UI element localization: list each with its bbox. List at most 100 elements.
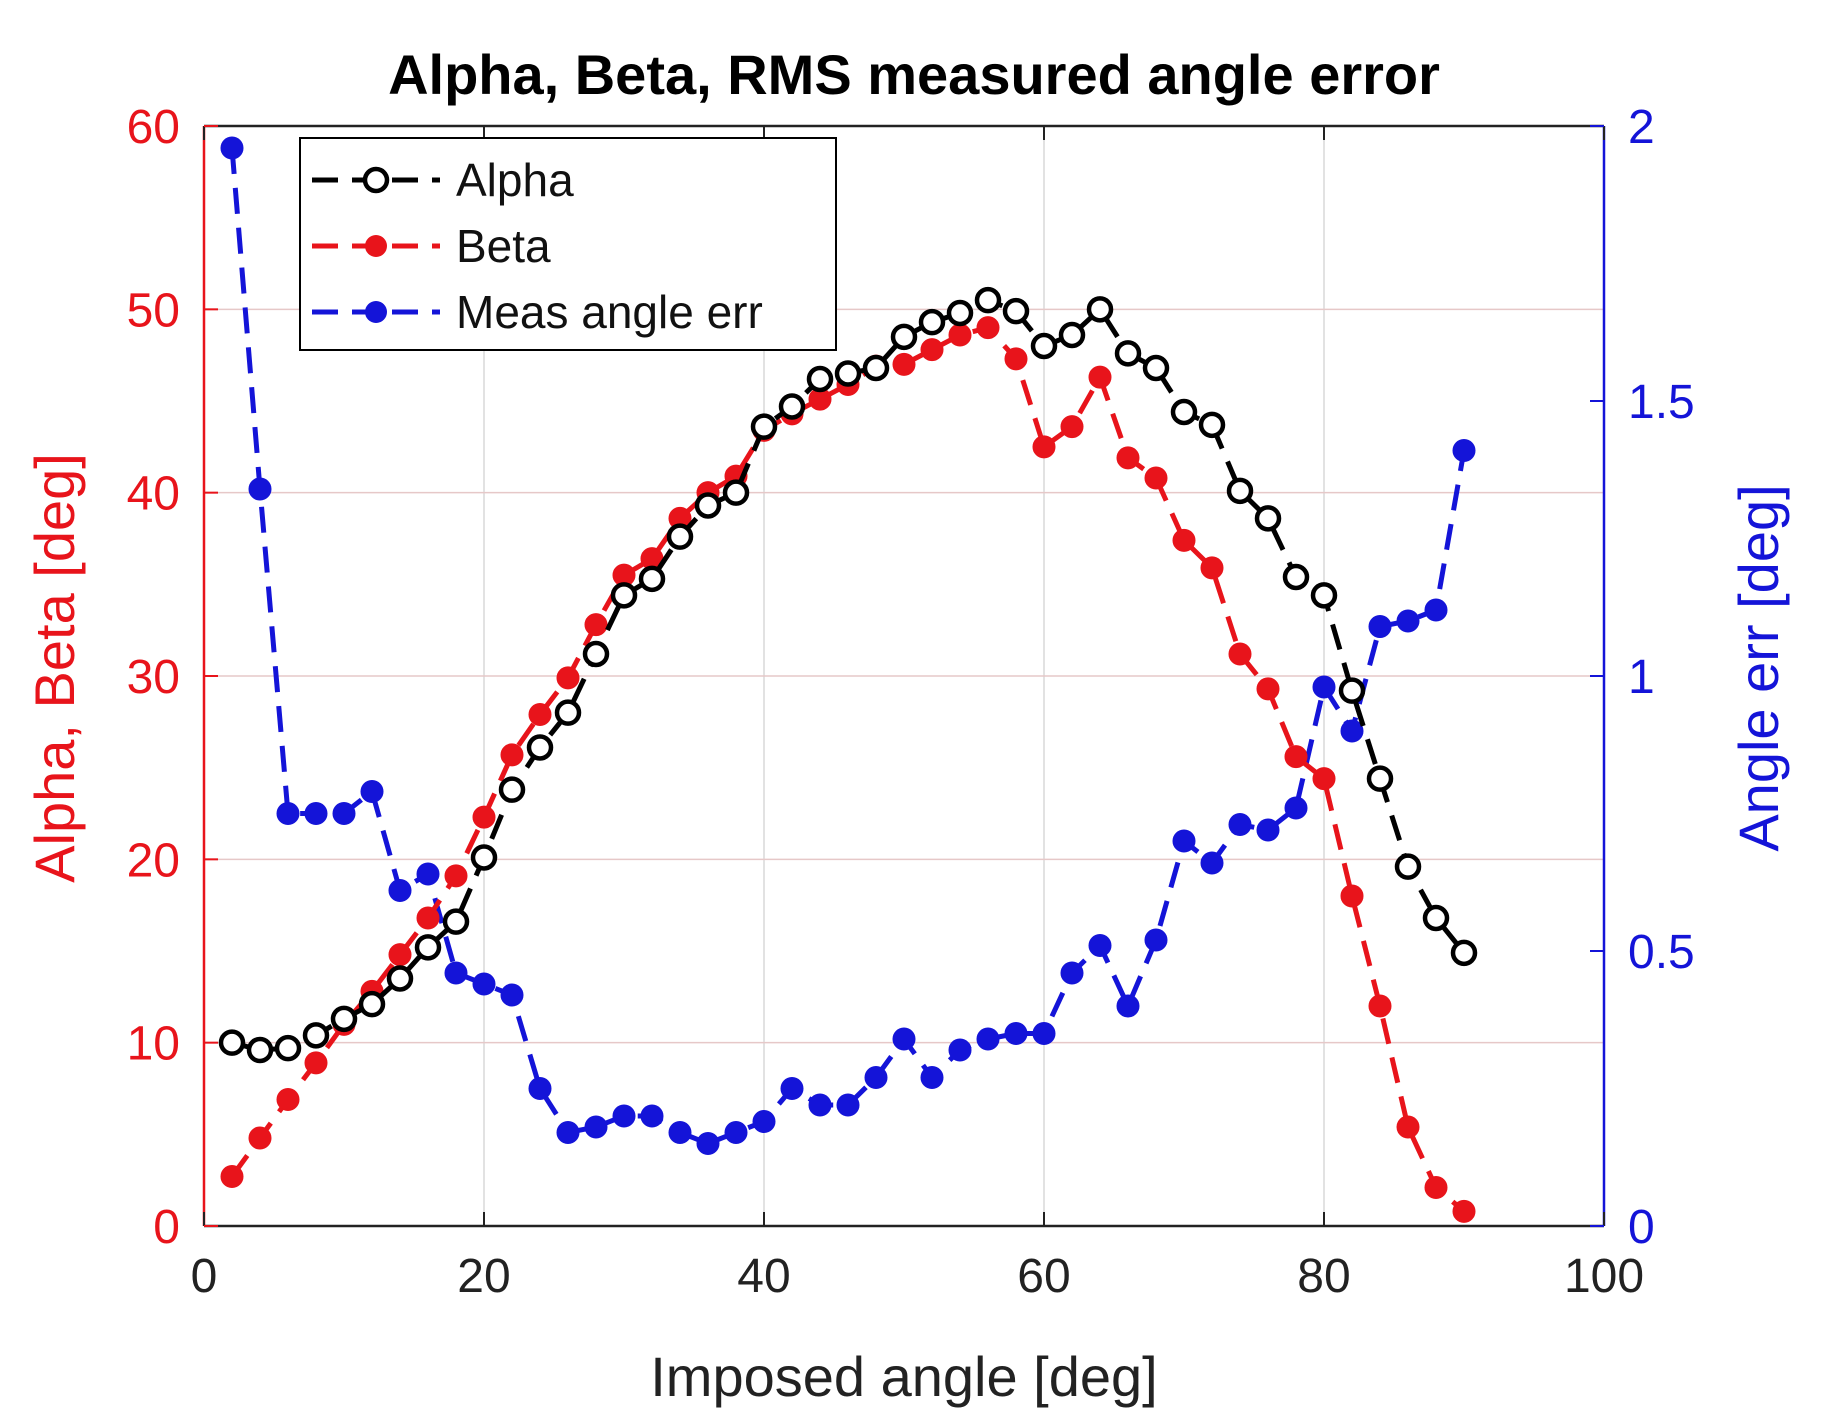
data-point-meas-angle-err — [864, 1066, 888, 1089]
data-point-beta — [1144, 466, 1168, 490]
data-point-meas-angle-err — [696, 1132, 720, 1155]
legend-marker-meas-angle-err — [365, 301, 387, 323]
data-point-meas-angle-err — [332, 802, 356, 825]
data-point-beta — [304, 1051, 328, 1075]
data-point-alpha — [330, 1005, 358, 1033]
x-tick-label: 0 — [191, 1250, 218, 1303]
data-point-meas-angle-err — [612, 1104, 636, 1128]
data-point-alpha — [442, 908, 470, 935]
data-point-beta — [1200, 556, 1224, 580]
data-point-meas-angle-err — [500, 983, 524, 1007]
left-tick-label: 60 — [127, 101, 180, 154]
data-point-alpha — [246, 1036, 274, 1064]
data-point-beta — [472, 805, 496, 829]
left-y-axis-label: Alpha, Beta [deg] — [23, 453, 86, 883]
data-point-alpha — [302, 1022, 330, 1049]
left-tick-label: 30 — [127, 651, 180, 704]
legend-label-beta: Beta — [456, 220, 551, 272]
data-point-meas-angle-err — [948, 1038, 972, 1062]
data-point-meas-angle-err — [1284, 796, 1308, 820]
legend-marker-alpha — [362, 166, 390, 194]
data-point-meas-angle-err — [780, 1077, 804, 1100]
data-point-beta — [1452, 1199, 1476, 1223]
series-alpha — [218, 286, 1478, 1064]
right-tick-label: 2 — [1628, 101, 1655, 154]
data-point-beta — [1088, 365, 1112, 389]
x-tick-label: 100 — [1564, 1250, 1644, 1303]
data-point-beta — [1284, 745, 1308, 769]
data-point-beta — [1032, 435, 1056, 459]
data-point-alpha — [526, 734, 554, 761]
data-point-alpha — [554, 699, 582, 726]
data-point-alpha — [1226, 477, 1254, 505]
data-point-alpha — [274, 1034, 302, 1062]
data-point-alpha — [498, 776, 526, 803]
data-point-alpha — [1422, 904, 1450, 932]
data-point-meas-angle-err — [668, 1121, 692, 1144]
data-point-alpha — [1086, 296, 1114, 323]
data-point-meas-angle-err — [1144, 928, 1168, 952]
data-point-beta — [976, 316, 1000, 340]
data-point-beta — [892, 352, 916, 376]
chart-title: Alpha, Beta, RMS measured angle error — [388, 43, 1440, 106]
data-point-alpha — [1282, 563, 1310, 591]
data-point-meas-angle-err — [360, 780, 384, 803]
data-point-beta — [1312, 767, 1336, 791]
data-point-beta — [1256, 677, 1280, 701]
data-point-meas-angle-err — [304, 802, 328, 825]
data-point-alpha — [218, 1029, 246, 1056]
x-tick-label: 60 — [1017, 1250, 1070, 1303]
data-point-beta — [248, 1126, 272, 1150]
data-point-beta — [416, 906, 440, 930]
data-point-beta — [276, 1088, 300, 1111]
data-point-beta — [584, 613, 608, 637]
legend-label-alpha: Alpha — [456, 154, 574, 206]
data-point-meas-angle-err — [920, 1066, 944, 1089]
right-tick-label: 0.5 — [1628, 926, 1695, 979]
data-point-alpha — [1254, 505, 1282, 532]
data-point-alpha — [1198, 411, 1226, 439]
axes — [202, 124, 1606, 1228]
left-tick-label: 40 — [127, 468, 180, 521]
data-point-alpha — [1310, 582, 1338, 609]
x-axis-label: Imposed angle [deg] — [650, 1345, 1157, 1408]
x-tick-label: 80 — [1297, 1250, 1350, 1303]
data-point-alpha — [386, 965, 414, 992]
data-point-alpha — [666, 523, 694, 550]
data-point-meas-angle-err — [1228, 813, 1252, 836]
data-point-alpha — [610, 582, 638, 609]
data-point-meas-angle-err — [836, 1093, 860, 1117]
data-point-alpha — [834, 360, 862, 387]
data-point-alpha — [1114, 340, 1142, 367]
legend: Alpha Beta Meas angle err — [299, 137, 837, 351]
data-point-meas-angle-err — [1088, 934, 1112, 957]
data-point-alpha — [1142, 354, 1170, 382]
data-point-alpha — [582, 640, 610, 668]
data-point-alpha — [470, 844, 498, 871]
data-point-alpha — [722, 479, 750, 506]
data-point-alpha — [358, 990, 386, 1018]
data-point-beta — [1116, 446, 1140, 470]
data-point-beta — [556, 666, 580, 690]
data-point-meas-angle-err — [1116, 994, 1140, 1018]
x-tick-label: 20 — [457, 1250, 510, 1303]
data-point-beta — [1060, 415, 1084, 439]
data-point-alpha — [806, 365, 834, 393]
data-point-beta — [948, 323, 972, 347]
data-point-alpha — [638, 565, 666, 593]
data-point-beta — [920, 338, 944, 362]
data-point-alpha — [1170, 398, 1198, 426]
data-point-meas-angle-err — [556, 1121, 580, 1144]
data-point-meas-angle-err — [976, 1027, 1000, 1051]
left-tick-label: 0 — [153, 1201, 180, 1254]
data-point-meas-angle-err — [584, 1115, 608, 1139]
data-point-meas-angle-err — [1200, 851, 1224, 875]
data-point-meas-angle-err — [892, 1027, 916, 1051]
data-point-meas-angle-err — [1368, 615, 1392, 638]
data-point-alpha — [1002, 297, 1030, 325]
data-point-meas-angle-err — [388, 879, 412, 902]
data-point-alpha — [1394, 853, 1422, 880]
data-point-meas-angle-err — [528, 1077, 552, 1100]
